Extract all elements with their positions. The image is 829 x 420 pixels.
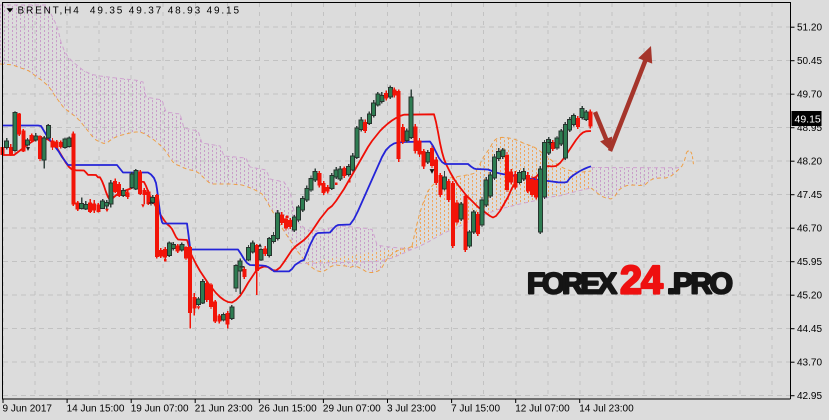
svg-text:21 Jun 23:00: 21 Jun 23:00 (195, 404, 253, 415)
svg-text:48.20: 48.20 (797, 157, 822, 168)
svg-text:3 Jul 23:00: 3 Jul 23:00 (387, 404, 436, 415)
svg-text:47.45: 47.45 (797, 190, 822, 201)
svg-text:51.20: 51.20 (797, 23, 822, 34)
svg-text:14 Jul 23:00: 14 Jul 23:00 (579, 404, 634, 415)
svg-text:45.95: 45.95 (797, 257, 822, 268)
svg-text:29 Jun 07:00: 29 Jun 07:00 (323, 404, 381, 415)
svg-text:43.70: 43.70 (797, 358, 822, 369)
svg-text:42.95: 42.95 (797, 391, 822, 402)
svg-text:FOREX: FOREX (527, 268, 617, 301)
svg-text:14 Jun 15:00: 14 Jun 15:00 (67, 404, 125, 415)
svg-text:24: 24 (620, 259, 663, 303)
svg-text:49.15: 49.15 (795, 114, 821, 126)
svg-text:19 Jun 07:00: 19 Jun 07:00 (131, 404, 189, 415)
svg-text:9 Jun 2017: 9 Jun 2017 (3, 404, 53, 415)
svg-text:BRENT,H4 49.35 49.37 48.93 49: BRENT,H4 49.35 49.37 48.93 49.15 (18, 6, 241, 17)
svg-text:7 Jul 15:00: 7 Jul 15:00 (451, 404, 500, 415)
svg-text:44.45: 44.45 (797, 324, 822, 335)
svg-text:48.95: 48.95 (797, 123, 822, 134)
svg-text:50.45: 50.45 (797, 56, 822, 67)
svg-text:.PRO: .PRO (667, 268, 733, 301)
svg-text:45.20: 45.20 (797, 291, 822, 302)
svg-text:49.70: 49.70 (797, 90, 822, 101)
svg-text:46.70: 46.70 (797, 224, 822, 235)
svg-text:12 Jul 07:00: 12 Jul 07:00 (515, 404, 570, 415)
svg-text:26 Jun 15:00: 26 Jun 15:00 (259, 404, 317, 415)
